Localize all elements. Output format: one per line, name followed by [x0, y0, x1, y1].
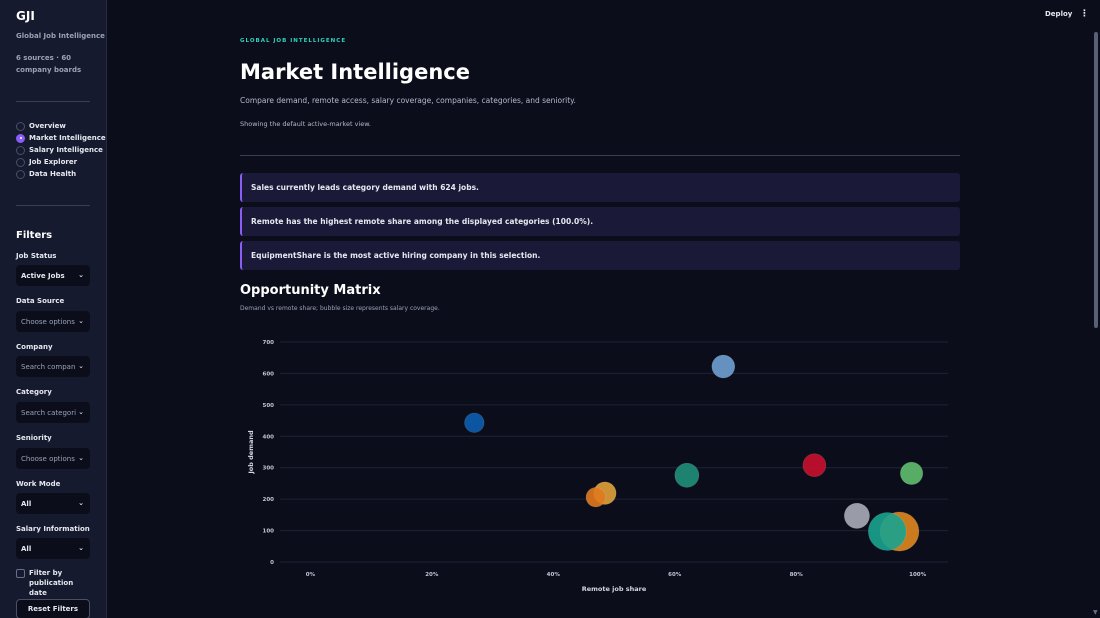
deploy-button[interactable]: Deploy: [1045, 10, 1073, 18]
company-select[interactable]: Search compan ⌄: [16, 356, 90, 377]
sidebar-divider: [16, 101, 90, 102]
radio-icon: [16, 121, 25, 131]
more-menu-icon[interactable]: ⋮: [1080, 9, 1089, 19]
nav-label: Salary Intelligence: [29, 146, 103, 154]
radio-selected-icon: [16, 133, 25, 143]
eyebrow-label: GLOBAL JOB INTELLIGENCE: [240, 38, 347, 44]
y-axis-label: Job demand: [247, 430, 255, 475]
radio-icon: [16, 157, 25, 167]
nav-item-job-explorer[interactable]: Job Explorer: [16, 156, 106, 168]
sidebar: GJI Global Job Intelligence 6 sources · …: [0, 0, 107, 618]
bubble-point[interactable]: [843, 502, 870, 529]
seniority-select[interactable]: Choose options ⌄: [16, 448, 90, 469]
page-subtitle: Compare demand, remote access, salary co…: [240, 96, 576, 105]
chevron-down-icon: ⌄: [78, 317, 84, 325]
radio-icon: [16, 145, 25, 155]
y-tick-label: 600: [263, 371, 275, 377]
work-mode-value: All: [21, 499, 32, 508]
section-divider: [240, 155, 960, 156]
bubble-point[interactable]: [802, 453, 827, 477]
chart-canvas[interactable]: 0 100 200 300 400 500 600 700 0% 20% 40% 60% 80% 100%…: [240, 330, 960, 600]
section-caption: Demand vs remote share; bubble size repr…: [240, 305, 440, 312]
company-label: Company: [16, 343, 53, 351]
checkbox[interactable]: [16, 569, 25, 578]
category-select[interactable]: Search categori ⌄: [16, 402, 90, 423]
bubble-point[interactable]: [711, 354, 736, 379]
nav-item-salary-intelligence[interactable]: Salary Intelligence: [16, 144, 106, 156]
y-tick-label: 100: [263, 529, 275, 535]
nav-item-market-intelligence[interactable]: Market Intelligence: [16, 132, 106, 144]
work-mode-select[interactable]: All ⌄: [16, 493, 90, 514]
nav-label: Market Intelligence: [29, 134, 106, 142]
insight-card: Sales currently leads category demand wi…: [240, 173, 960, 202]
insight-card: Remote has the highest remote share amon…: [240, 207, 960, 236]
category-label: Category: [16, 388, 52, 396]
seniority-placeholder: Choose options: [21, 454, 75, 463]
bubble-point[interactable]: [464, 412, 485, 433]
x-tick-label: 100%: [909, 572, 926, 578]
data-source-label: Data Source: [16, 297, 65, 305]
radio-icon: [16, 169, 25, 179]
y-tick-label: 700: [263, 340, 275, 346]
x-tick-label: 60%: [668, 572, 682, 578]
salary-information-label: Salary Information: [16, 525, 90, 533]
salary-information-select[interactable]: All ⌄: [16, 538, 90, 559]
insight-card: EquipmentShare is the most active hiring…: [240, 241, 960, 270]
chevron-down-icon: ⌄: [78, 544, 84, 552]
data-source-select[interactable]: Choose options ⌄: [16, 311, 90, 332]
opportunity-matrix-chart[interactable]: 0 100 200 300 400 500 600 700 0% 20% 40% 60% 80% 100%…: [240, 330, 960, 600]
y-tick-label: 0: [270, 560, 274, 566]
x-tick-label: 0%: [306, 572, 316, 578]
nav-item-data-health[interactable]: Data Health: [16, 168, 106, 180]
job-status-label: Job Status: [16, 252, 57, 260]
publication-date-label: Filter by publication date: [29, 569, 74, 597]
y-tick-label: 300: [263, 466, 275, 472]
brand-logo: GJI: [16, 9, 35, 23]
scrollbar-thumb[interactable]: [1094, 32, 1098, 328]
company-placeholder: Search compan: [21, 362, 76, 371]
page-nav: Overview Market Intelligence Salary Inte…: [16, 120, 106, 180]
bubble-point[interactable]: [867, 512, 907, 551]
salary-information-value: All: [21, 544, 32, 553]
nav-item-overview[interactable]: Overview: [16, 120, 106, 132]
publication-date-toggle[interactable]: Filter by publication date: [16, 568, 89, 598]
sources-summary: 6 sources · 60 company boards: [16, 54, 82, 74]
seniority-label: Seniority: [16, 434, 52, 442]
section-title: Opportunity Matrix: [240, 283, 381, 298]
chevron-down-icon: ⌄: [78, 454, 84, 462]
sidebar-divider: [16, 205, 90, 206]
work-mode-label: Work Mode: [16, 480, 61, 488]
bubble-point[interactable]: [674, 462, 700, 488]
chevron-down-icon: ⌄: [78, 408, 84, 416]
brand-subtitle: Global Job Intelligence: [16, 32, 105, 40]
job-status-select[interactable]: Active Jobs ⌄: [16, 265, 90, 286]
category-placeholder: Search categori: [21, 408, 77, 417]
chevron-down-icon: ⌄: [78, 499, 84, 507]
nav-label: Data Health: [29, 170, 77, 178]
scroll-down-icon[interactable]: ▼: [1093, 609, 1098, 616]
bubble-point[interactable]: [585, 487, 606, 508]
x-axis-label: Remote job share: [582, 585, 647, 593]
nav-label: Overview: [29, 122, 66, 130]
view-note: Showing the default active-market view.: [240, 120, 371, 128]
bubble-point[interactable]: [899, 461, 924, 485]
nav-label: Job Explorer: [29, 158, 78, 166]
x-tick-label: 20%: [425, 572, 439, 578]
x-tick-label: 80%: [790, 572, 804, 578]
reset-filters-button[interactable]: Reset Filters: [16, 599, 90, 618]
x-tick-label: 40%: [547, 572, 561, 578]
chevron-down-icon: ⌄: [78, 362, 84, 370]
filters-heading: Filters: [16, 230, 53, 241]
chevron-down-icon: ⌄: [78, 271, 84, 279]
y-tick-label: 200: [263, 497, 275, 503]
page-title: Market Intelligence: [240, 60, 470, 84]
data-source-placeholder: Choose options: [21, 317, 75, 326]
job-status-value: Active Jobs: [21, 271, 65, 280]
y-tick-label: 500: [263, 403, 275, 409]
y-tick-label: 400: [263, 434, 275, 440]
